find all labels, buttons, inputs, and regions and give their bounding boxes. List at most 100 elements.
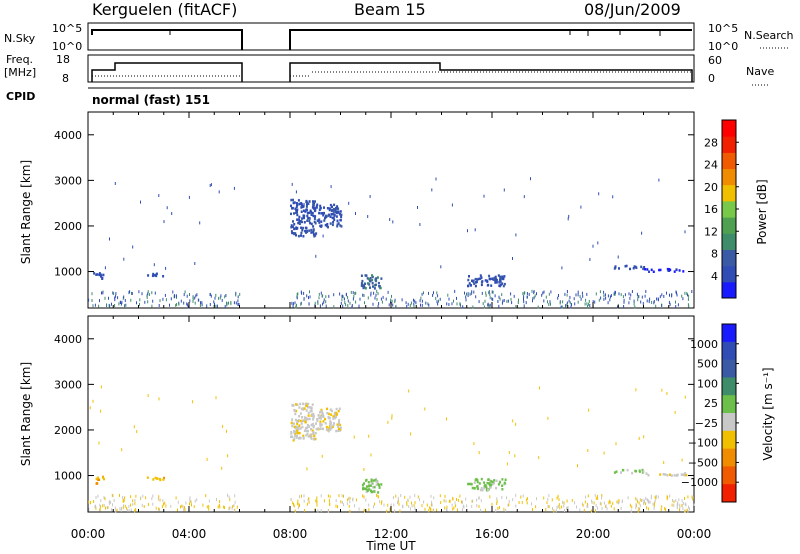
scatter-cell bbox=[97, 476, 99, 479]
scatter-cell bbox=[308, 200, 311, 203]
scatter-cell bbox=[511, 301, 513, 305]
scatter-cell bbox=[693, 503, 695, 507]
scatter-cell bbox=[617, 305, 619, 309]
scatter-cell bbox=[219, 505, 221, 509]
scatter-cell bbox=[456, 302, 458, 306]
scatter-cell bbox=[548, 494, 550, 498]
scatter-cell bbox=[305, 199, 308, 203]
scatter-cell bbox=[114, 304, 116, 307]
scatter-cell bbox=[301, 416, 303, 419]
scatter-cell bbox=[609, 500, 611, 504]
scatter-cell bbox=[323, 206, 325, 209]
scatter-cell bbox=[334, 416, 337, 420]
scatter-cell bbox=[457, 508, 458, 512]
scatter-cell bbox=[297, 502, 299, 506]
scatter-cell bbox=[355, 498, 357, 502]
scatter-cell bbox=[96, 273, 99, 276]
scatter-cell bbox=[298, 415, 301, 418]
scatter-cell bbox=[473, 290, 475, 294]
scatter-cell bbox=[194, 301, 196, 305]
scatter-cell bbox=[483, 305, 485, 309]
scatter-cell bbox=[221, 466, 223, 470]
scatter-cell bbox=[224, 295, 226, 299]
scatter-cell bbox=[656, 297, 658, 301]
scatter-cell bbox=[533, 291, 535, 295]
scatter-cell bbox=[390, 503, 392, 507]
scatter-cell bbox=[335, 407, 338, 411]
scatter-cell bbox=[297, 425, 300, 429]
scatter-cell bbox=[631, 471, 634, 475]
scatter-cell bbox=[518, 501, 520, 504]
scatter-cell bbox=[615, 442, 617, 446]
scatter-cell bbox=[339, 292, 341, 296]
scatter-cell bbox=[582, 503, 584, 507]
scatter-cell bbox=[322, 427, 324, 431]
scatter-cell bbox=[520, 495, 522, 499]
scatter-cell bbox=[329, 420, 332, 423]
scatter-cell bbox=[376, 289, 378, 293]
scatter-cell bbox=[581, 291, 583, 295]
scatter-cell bbox=[488, 486, 491, 489]
scatter-cell bbox=[526, 295, 528, 299]
scatter-cell bbox=[97, 494, 99, 498]
scatter-cell bbox=[637, 509, 639, 513]
scatter-cell bbox=[294, 207, 297, 210]
scatter-cell bbox=[377, 292, 379, 296]
scatter-cell bbox=[339, 224, 342, 227]
scatter-cell bbox=[312, 431, 315, 434]
scatter-cell bbox=[302, 209, 305, 212]
scatter-cell bbox=[669, 494, 671, 498]
scatter-cell bbox=[485, 508, 486, 512]
scatter-cell bbox=[130, 298, 132, 302]
scatter-cell bbox=[328, 499, 330, 503]
scatter-cell bbox=[151, 274, 154, 278]
scatter-cell bbox=[311, 211, 314, 215]
scatter-cell bbox=[309, 221, 312, 225]
scatter-cell bbox=[558, 503, 560, 507]
nave-tick-bottom: 0 bbox=[708, 72, 715, 85]
scatter-cell bbox=[322, 214, 325, 217]
scatter-cell bbox=[316, 503, 318, 507]
scatter-cell bbox=[485, 293, 487, 297]
scatter-cell bbox=[497, 274, 500, 277]
scatter-cell bbox=[447, 293, 449, 297]
colorbar-swatch bbox=[722, 168, 736, 186]
scatter-cell bbox=[473, 282, 476, 285]
scatter-cell bbox=[595, 509, 596, 513]
scatter-cell bbox=[302, 402, 305, 406]
scatter-cell bbox=[537, 305, 539, 309]
cpid-value: normal (fast) 151 bbox=[92, 93, 210, 107]
scatter-cell bbox=[491, 290, 493, 294]
scatter-cell bbox=[562, 500, 564, 504]
scatter-cell bbox=[296, 303, 297, 307]
scatter-cell bbox=[293, 201, 296, 204]
scatter-cell bbox=[679, 503, 681, 507]
scatter-cell bbox=[316, 419, 319, 423]
scatter-cell bbox=[631, 505, 633, 509]
scatter-cell bbox=[607, 301, 609, 305]
scatter-cell bbox=[665, 508, 667, 512]
scatter-cell bbox=[512, 257, 513, 260]
scatter-cell bbox=[521, 500, 523, 504]
scatter-cell bbox=[340, 213, 343, 217]
scatter-cell bbox=[577, 300, 579, 304]
scatter-cell bbox=[609, 499, 611, 503]
scatter-cell bbox=[687, 495, 689, 499]
scatter-cell bbox=[312, 203, 315, 207]
scatter-cell bbox=[417, 495, 419, 499]
scatter-cell bbox=[404, 495, 406, 499]
scatter-cell bbox=[641, 231, 643, 235]
date-label: 08/Jun/2009 bbox=[584, 0, 681, 19]
scatter-cell bbox=[139, 302, 140, 306]
scatter-cell bbox=[299, 427, 302, 430]
scatter-cell bbox=[506, 462, 508, 466]
scatter-cell bbox=[107, 506, 109, 510]
scatter-cell bbox=[305, 409, 308, 412]
scatter-cell bbox=[557, 494, 559, 498]
scatter-cell bbox=[97, 478, 99, 481]
scatter-cell bbox=[407, 498, 409, 502]
scatter-cell bbox=[312, 438, 315, 441]
scatter-cell bbox=[128, 505, 130, 508]
scatter-cell bbox=[331, 205, 333, 208]
